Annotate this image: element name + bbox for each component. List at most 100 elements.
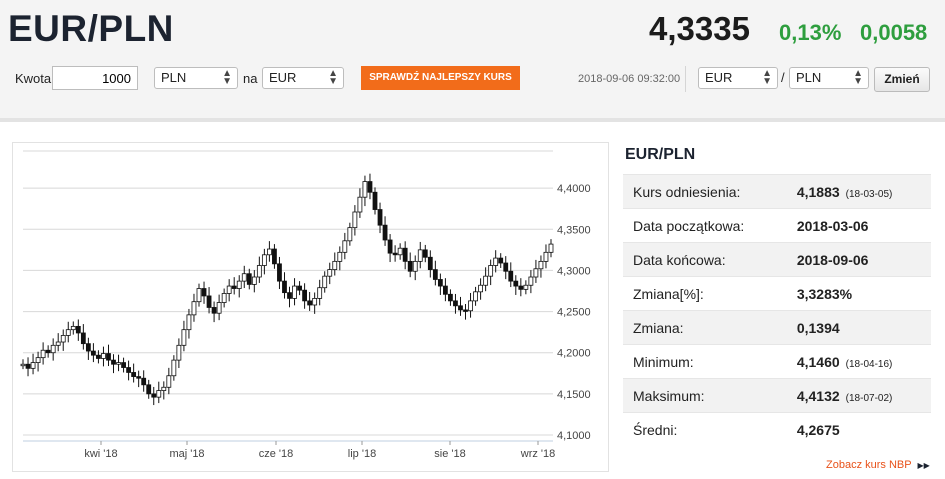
candle-body — [347, 227, 353, 242]
candle-body — [80, 332, 86, 345]
candle-body — [256, 265, 262, 278]
updown-arrows-icon: ▲ ▼ — [762, 68, 772, 87]
y-tick-label: 4,3000 — [557, 265, 591, 277]
stats-value: 2018-09-06 — [787, 243, 931, 277]
candle-body — [468, 300, 473, 312]
candle-body — [448, 293, 453, 302]
stats-value-text: 4,1460 — [796, 353, 840, 370]
candle-body — [60, 335, 66, 343]
x-tick-label: lip '18 — [348, 448, 376, 460]
candle-body — [543, 251, 549, 262]
candle-body — [85, 343, 91, 352]
stats-label: Zmiana: — [633, 319, 684, 336]
candle-body — [211, 307, 217, 314]
candle-body — [277, 263, 282, 282]
candle-body — [432, 269, 438, 280]
candle-body — [266, 248, 272, 256]
candle-body — [146, 384, 152, 395]
chart-area: 4,1000 4,1500 4,2000 4,2500 4,3000 4,3500 4,40… — [12, 142, 609, 472]
to-currency-value: EUR — [269, 70, 297, 85]
stats-value-text: 0,1394 — [796, 319, 840, 336]
candle-body — [106, 353, 111, 361]
candle-body — [523, 284, 529, 290]
x-tick-label: kwi '18 — [84, 448, 117, 460]
from-currency-select[interactable]: PLN ▲ ▼ — [154, 67, 238, 89]
stats-value-text: 4,2675 — [796, 421, 840, 438]
stats-title: EUR/PLN — [625, 146, 696, 163]
y-tick-label: 4,1000 — [557, 430, 591, 442]
candle-body — [357, 196, 363, 213]
stats-label: Zmiana[%]: — [633, 285, 704, 302]
candle-body — [287, 292, 292, 299]
candle-body — [498, 257, 504, 264]
candle-body — [407, 260, 413, 272]
candle-body — [302, 289, 308, 302]
candle-body — [166, 375, 172, 388]
candle-body — [251, 276, 257, 285]
candle-body — [181, 329, 187, 346]
candle-body — [231, 285, 237, 289]
candle-body — [201, 288, 207, 297]
candle-body — [65, 329, 71, 336]
quote-currency-select[interactable]: PLN ▲ ▼ — [789, 67, 869, 89]
candle-body — [377, 209, 383, 226]
x-tick-label: sie '18 — [434, 448, 465, 460]
updown-arrows-icon: ▲ ▼ — [853, 68, 863, 87]
stats-value-text: 3,3283% — [796, 285, 853, 302]
candle-body — [216, 302, 222, 314]
stats-value: 4,4132 (18-07-02) — [787, 379, 931, 413]
stats-value: 2018-03-06 — [787, 209, 931, 243]
candle-body — [513, 280, 519, 287]
base-currency-select[interactable]: EUR ▲ ▼ — [698, 67, 778, 89]
candle-body — [206, 295, 212, 308]
candle-body — [116, 362, 121, 365]
candle-body — [297, 285, 302, 291]
candle-body — [141, 377, 147, 386]
candle-body — [191, 301, 197, 316]
stats-value: 4,2675 — [787, 413, 931, 447]
stats-value: 4,1460 (18-04-16) — [787, 345, 931, 379]
candle-body — [236, 280, 242, 289]
updown-arrows-icon: ▲ ▼ — [222, 68, 232, 87]
best-rate-button[interactable]: SPRAWDŹ NAJLEPSZY KURS — [361, 66, 520, 90]
candle-body — [412, 260, 418, 272]
candle-body — [55, 341, 61, 346]
amount-input[interactable] — [52, 66, 138, 90]
stats-row: Kurs odniesienia: 4,1883 (18-03-05) — [623, 174, 931, 209]
stats-row: Data początkowa: 2018-03-06 — [623, 208, 931, 243]
candle-body — [246, 273, 252, 285]
candle-body — [442, 285, 448, 295]
amount-label: Kwota — [15, 71, 52, 86]
double-chevron-right-icon: ▶▶ — [917, 461, 930, 470]
candle-body — [453, 300, 458, 307]
candle-body — [387, 239, 393, 254]
candle-body — [533, 268, 539, 278]
stats-row: Zmiana[%]: 3,3283% — [623, 276, 931, 311]
candle-body — [91, 350, 96, 356]
stats-note: (18-04-16) — [845, 358, 893, 370]
candle-body — [463, 309, 468, 312]
current-rate: 4,3335 — [649, 10, 750, 47]
stats-label: Data końcowa: — [633, 251, 726, 268]
stats-label: Średni: — [633, 421, 678, 438]
candle-body — [327, 269, 333, 277]
stats-value-text: 4,1883 — [796, 183, 840, 200]
candle-body — [241, 273, 247, 282]
candle-body — [402, 247, 408, 262]
stats-row: Maksimum: 4,4132 (18-07-02) — [623, 378, 931, 413]
change-button[interactable]: Zmień — [874, 67, 930, 92]
x-tick-label: wrz '18 — [520, 448, 556, 460]
timestamp: 2018-09-06 09:32:00 — [578, 73, 681, 85]
candle-body — [317, 287, 323, 299]
candle-body — [35, 357, 41, 363]
from-currency-value: PLN — [161, 70, 187, 85]
stats-value-text: 2018-09-06 — [796, 251, 869, 268]
candle-body — [352, 211, 358, 229]
candle-body — [337, 251, 343, 262]
to-currency-select[interactable]: EUR ▲ ▼ — [262, 67, 344, 89]
candle-body — [508, 270, 514, 282]
candle-body — [25, 363, 31, 369]
candle-body — [20, 363, 26, 367]
candle-body — [221, 293, 227, 303]
nbp-rate-link[interactable]: Zobacz kurs NBP ▶▶ — [826, 459, 930, 471]
